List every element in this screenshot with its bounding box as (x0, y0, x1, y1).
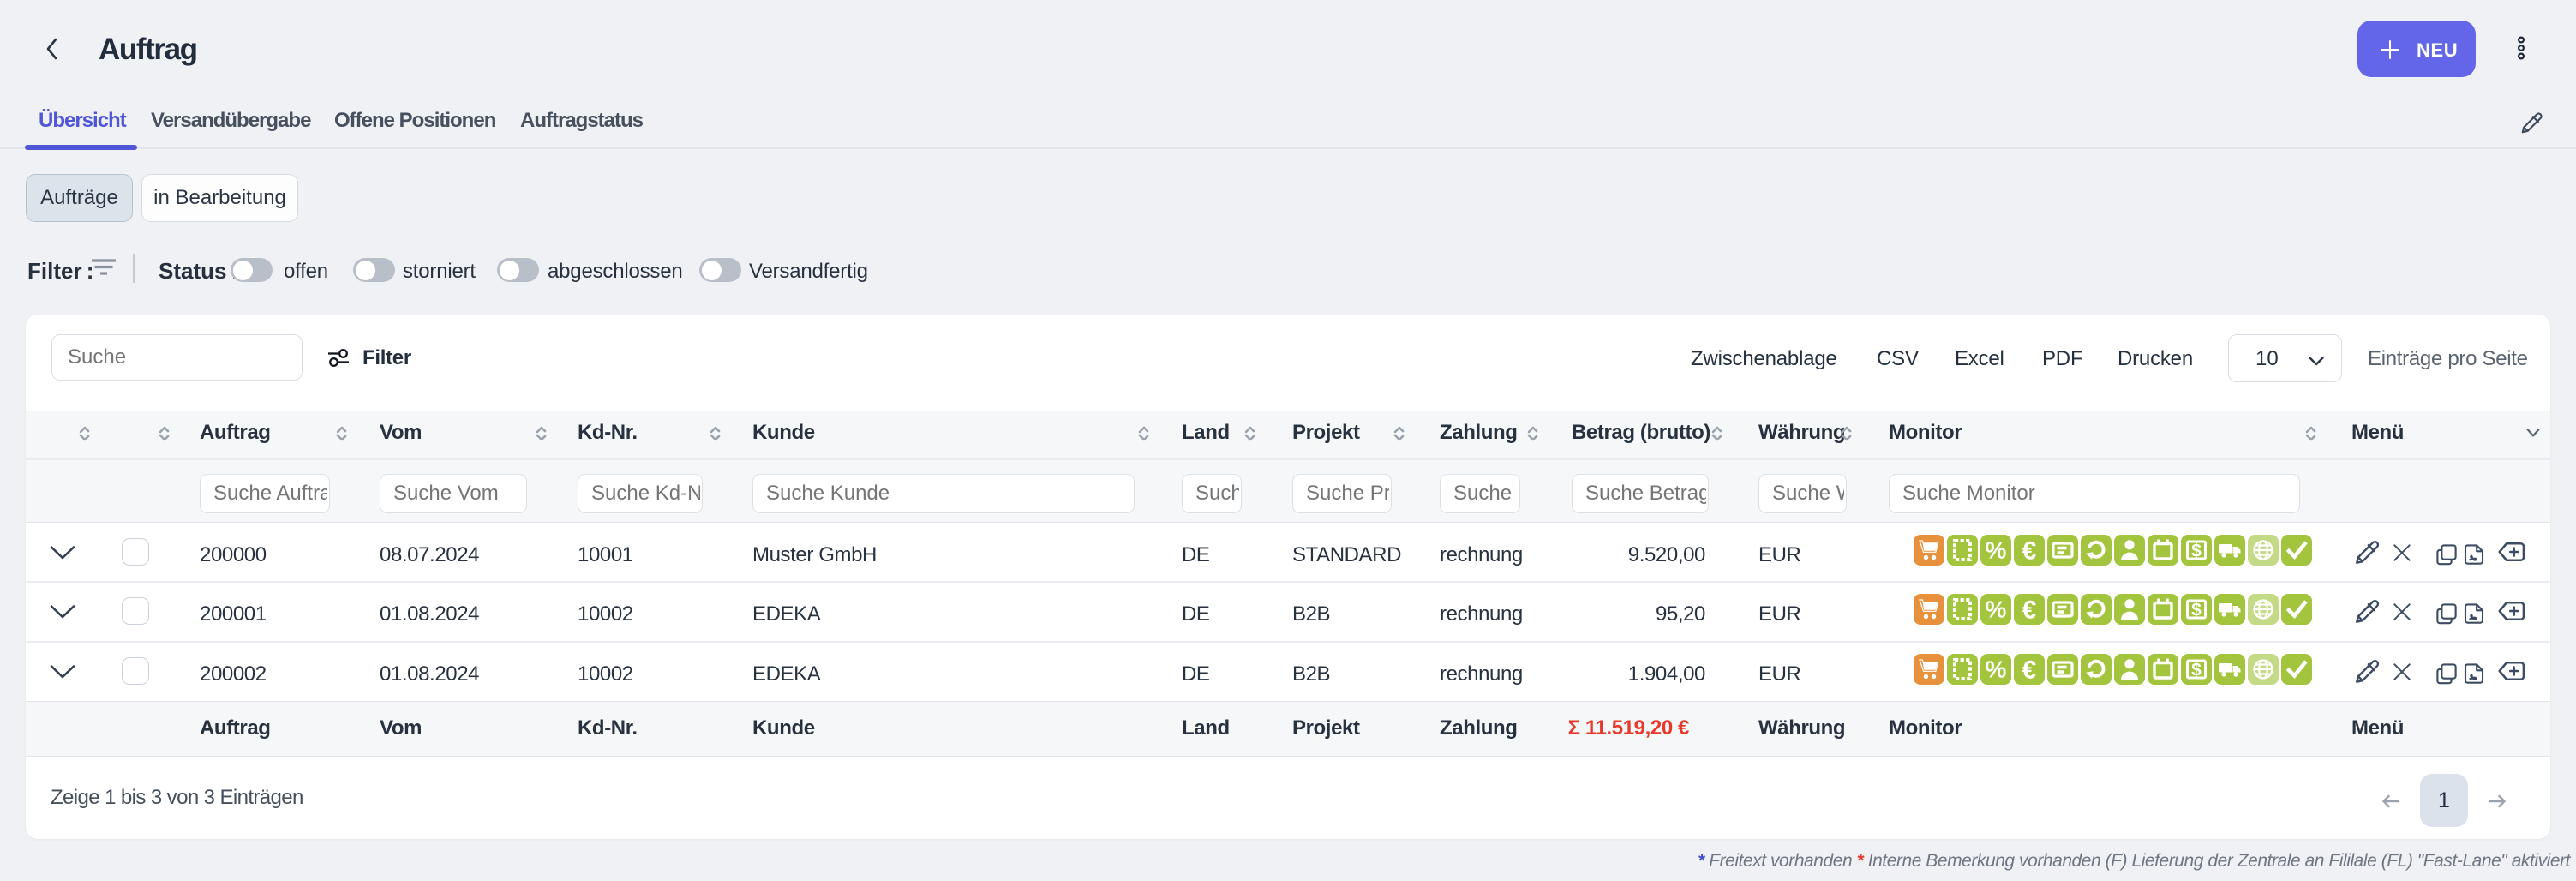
svg-text:$: $ (2191, 661, 2202, 680)
svg-text:€: € (2022, 596, 2037, 625)
svg-text:$: $ (2191, 601, 2202, 620)
svg-text:$: $ (2191, 542, 2202, 561)
svg-text:€: € (2022, 656, 2037, 685)
svg-text:€: € (2022, 537, 2037, 566)
svg-text:%: % (1986, 656, 2007, 683)
svg-text:%: % (1986, 596, 2007, 623)
svg-text:%: % (1986, 537, 2007, 564)
